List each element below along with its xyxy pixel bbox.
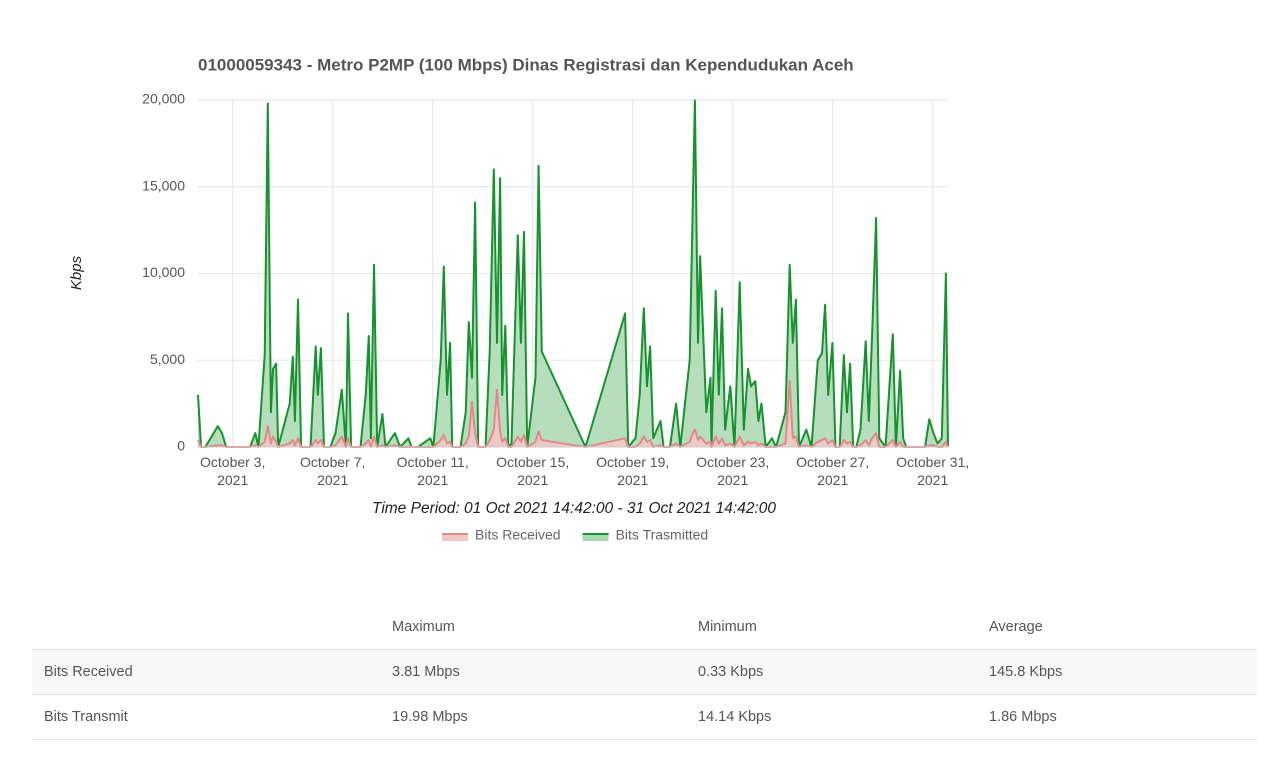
x-tick-label: October 27, 2021 (796, 454, 870, 488)
table-row: Bits Transmit 19.98 Mbps 14.14 Kbps 1.86 Mb… (32, 694, 1257, 740)
x-tick-label: October 11, 2021 (396, 454, 469, 488)
series-area (198, 100, 948, 448)
header-cell (32, 605, 380, 650)
table-cell: Bits Transmit (32, 694, 380, 740)
stats-table: Maximum Minimum Average Bits Received 3.8… (32, 605, 1257, 740)
y-tick-label: 15,000 (142, 177, 185, 193)
table-header: Maximum Minimum Average (32, 605, 1257, 650)
x-tick-label: October 31, 2021 (896, 454, 970, 488)
chart: 01000059343 - Metro P2MP (100 Mbps) Dina… (68, 55, 949, 543)
x-tick-label: October 23, 2021 (696, 454, 770, 488)
y-tick-label: 20,000 (142, 91, 185, 107)
x-tick-label: October 19, 2021 (596, 454, 670, 488)
table-cell: 0.33 Kbps (686, 649, 977, 695)
chart-title: 01000059343 - Metro P2MP (100 Mbps) Dina… (198, 55, 854, 74)
header-cell: Minimum (686, 605, 977, 650)
table-cell: 145.8 Kbps (977, 649, 1257, 695)
table-cell: 1.86 Mbps (977, 694, 1257, 740)
x-tick-label: October 15, 2021 (496, 454, 570, 488)
table-cell: 19.98 Mbps (380, 694, 686, 740)
table-row: Bits Received 3.81 Mbps 0.33 Kbps 145.8 Kbp… (32, 649, 1257, 695)
y-axis-label: Kbps (68, 255, 85, 290)
legend-swatch (582, 533, 609, 541)
y-tick-label: 0 (177, 438, 185, 454)
x-tick-label: October 7, 2021 (300, 454, 366, 488)
x-axis-label: Time Period: 01 Oct 2021 14:42:00 - 31 O… (372, 500, 776, 517)
grid (198, 99, 948, 448)
header-cell: Maximum (380, 605, 686, 650)
table-body: Bits Received 3.81 Mbps 0.33 Kbps 145.8 Kbp… (32, 649, 1257, 740)
x-tick-label: October 3, 2021 (200, 454, 266, 488)
legend-swatch (442, 533, 468, 541)
series-area (198, 381, 948, 447)
header-cell: Average (977, 605, 1257, 650)
table-cell: 14.14 Kbps (686, 694, 977, 740)
table-cell: 3.81 Mbps (380, 649, 686, 695)
y-tick-label: 10,000 (142, 264, 185, 280)
legend-label: Bits Trasmitted (616, 527, 709, 543)
y-tick-label: 5,000 (150, 351, 185, 367)
table-cell: Bits Received (32, 649, 380, 695)
legend-label: Bits Received (475, 527, 561, 543)
